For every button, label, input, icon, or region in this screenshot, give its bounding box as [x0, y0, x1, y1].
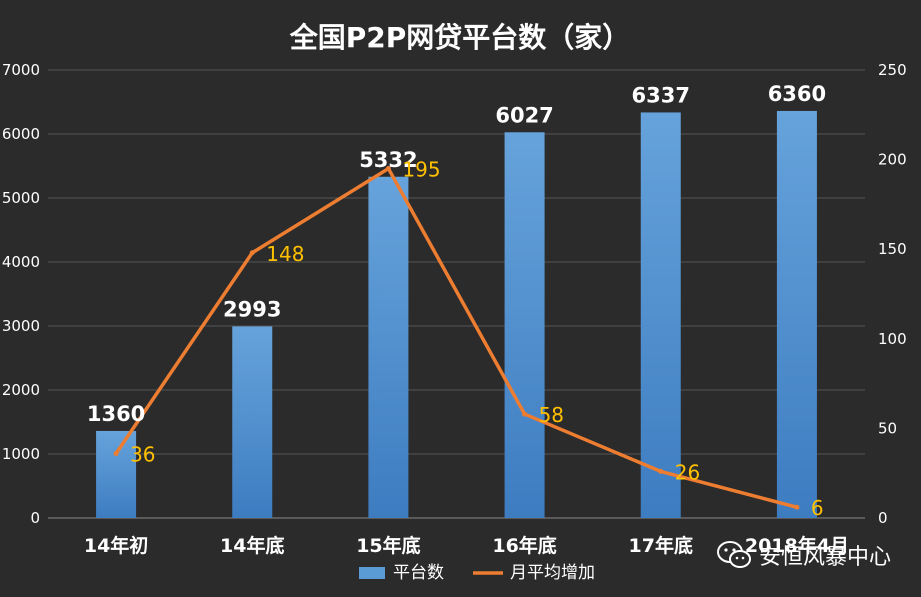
- legend-swatch-bars: [359, 567, 385, 579]
- line-value-label: 26: [675, 460, 700, 484]
- x-tick-label: 15年底: [356, 534, 420, 557]
- bar-value-label: 1360: [87, 402, 145, 426]
- bar-series: [96, 111, 817, 518]
- line-value-label: 36: [130, 442, 155, 466]
- line-value-label: 58: [539, 403, 564, 427]
- watermark: 安恒风暴中心: [717, 539, 891, 571]
- y-left-tick-label: 3000: [2, 317, 40, 335]
- y-left-tick-label: 6000: [2, 125, 40, 143]
- x-tick-label: 14年初: [84, 534, 148, 557]
- bar-value-label: 6027: [495, 103, 553, 127]
- chart-title: 全国P2P网贷平台数（家）: [289, 21, 631, 54]
- line-value-label: 6: [811, 496, 824, 520]
- legend-label-line: 月平均增加: [510, 563, 595, 583]
- line-point: [250, 250, 255, 255]
- y-left-tick-label: 7000: [2, 61, 40, 79]
- watermark-text: 安恒风暴中心: [759, 539, 891, 571]
- bar-value-label: 6337: [632, 83, 690, 107]
- legend: 平台数 月平均增加: [359, 563, 595, 583]
- bar: [368, 177, 408, 518]
- y-left-tick-label: 5000: [2, 189, 40, 207]
- y-right-tick-label: 0: [878, 509, 888, 527]
- line-value-label: 195: [402, 158, 440, 182]
- line-point: [522, 412, 527, 417]
- wechat-icon: [717, 540, 751, 570]
- y-right-tick-label: 100: [878, 330, 907, 348]
- y-right-tick-label: 150: [878, 240, 907, 258]
- line-value-label: 148: [266, 242, 304, 266]
- legend-label-bars: 平台数: [393, 563, 444, 583]
- bar-value-label: 6360: [768, 82, 826, 106]
- line-series: [114, 166, 800, 510]
- y-right-tick-label: 50: [878, 419, 897, 437]
- line-path: [116, 169, 797, 508]
- x-tick-label: 16年底: [492, 534, 556, 557]
- bar: [777, 111, 817, 518]
- y-right-tick-label: 200: [878, 151, 907, 169]
- y-left-tick-label: 1000: [2, 445, 40, 463]
- axes: 0 1000 2000 3000 4000 5000 6000 7000 0 50 100 150 20…: [2, 61, 907, 557]
- bar-value-label: 2993: [223, 297, 281, 321]
- x-tick-label: 17年底: [629, 534, 693, 557]
- y-left-tick-label: 4000: [2, 253, 40, 271]
- bar: [505, 132, 545, 518]
- y-left-tick-label: 0: [30, 509, 40, 527]
- bar: [641, 112, 681, 518]
- y-left-tick-label: 2000: [2, 381, 40, 399]
- y-right-tick-label: 250: [878, 61, 907, 79]
- line-point: [794, 505, 799, 510]
- x-tick-label: 14年底: [220, 534, 284, 557]
- line-point: [114, 451, 119, 456]
- line-point: [658, 469, 663, 474]
- bar: [232, 326, 272, 518]
